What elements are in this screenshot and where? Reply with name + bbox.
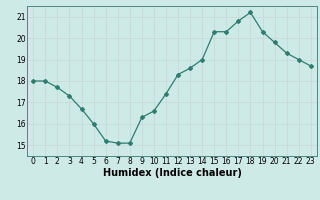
X-axis label: Humidex (Indice chaleur): Humidex (Indice chaleur) (103, 168, 241, 178)
